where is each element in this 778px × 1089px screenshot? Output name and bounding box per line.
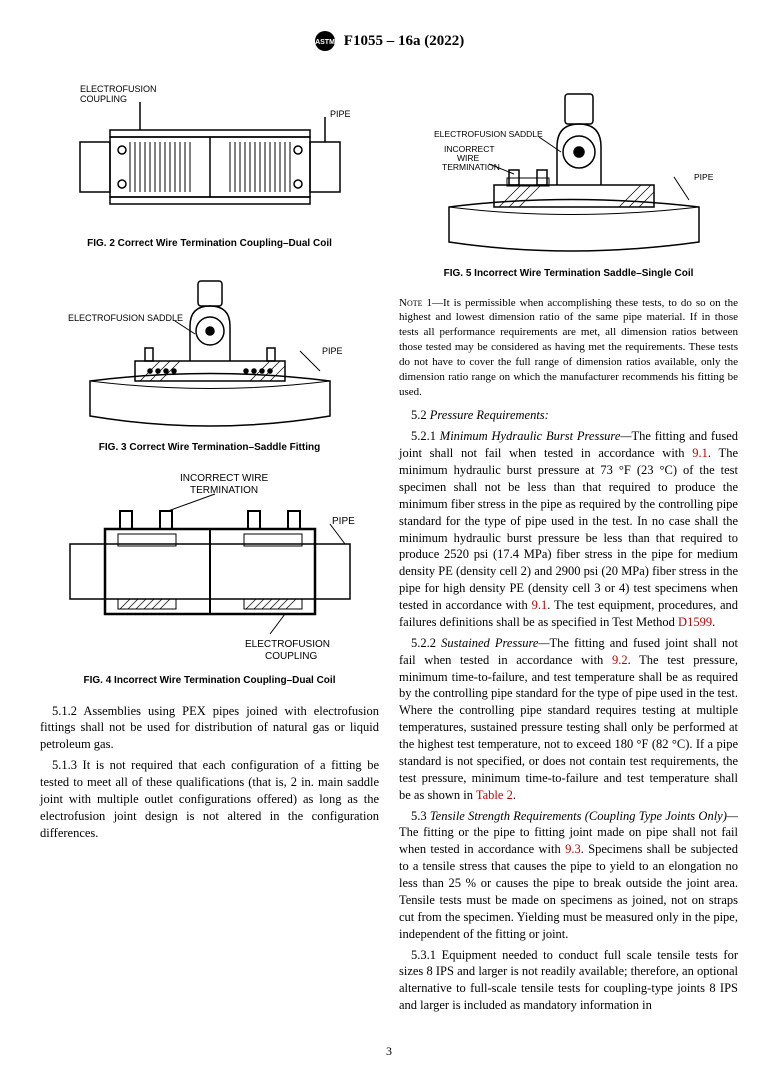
ref-link-9-2[interactable]: 9.2 xyxy=(612,653,628,667)
figure-4-caption: FIG. 4 Incorrect Wire Termination Coupli… xyxy=(40,674,379,688)
astm-logo: ASTM xyxy=(314,30,336,52)
para-5-2-2-c: . xyxy=(513,788,516,802)
svg-text:ELECTROFUSION SADDLE: ELECTROFUSION SADDLE xyxy=(434,129,543,139)
para-5-2-2: 5.2.2 Sustained Pressure—The fitting and… xyxy=(399,635,738,804)
para-5-2: 5.2 Pressure Requirements: xyxy=(399,407,738,424)
note-1-label: Note 1— xyxy=(399,297,443,309)
figure-3: ELECTROFUSION SADDLE PIPE FIG. 3 Correct… xyxy=(40,266,379,455)
figure-4: INCORRECT WIRE TERMINATION PIPE ELECTROF… xyxy=(40,469,379,688)
svg-text:ASTM: ASTM xyxy=(315,39,335,46)
figure-5: ELECTROFUSION SADDLE INCORRECT WIRE TERM… xyxy=(399,82,738,281)
svg-text:ELECTROFUSION: ELECTROFUSION xyxy=(245,639,330,650)
svg-text:COUPLING: COUPLING xyxy=(80,94,127,104)
para-5-2-1-num: 5.2.1 xyxy=(411,429,440,443)
svg-text:ELECTROFUSION SADDLE: ELECTROFUSION SADDLE xyxy=(68,313,183,323)
right-column: ELECTROFUSION SADDLE INCORRECT WIRE TERM… xyxy=(399,72,738,1018)
svg-text:TERMINATION: TERMINATION xyxy=(190,485,258,496)
svg-text:PIPE: PIPE xyxy=(322,346,343,356)
figure-2: ELECTROFUSION COUPLING PIPE FIG. 2 Corre… xyxy=(40,82,379,251)
para-5-3: 5.3 Tensile Strength Requirements (Coupl… xyxy=(399,808,738,943)
para-5-2-2-num: 5.2.2 xyxy=(411,636,441,650)
para-5-2-title: Pressure Requirements: xyxy=(430,408,549,422)
para-5-3-1: 5.3.1 Equipment needed to conduct full s… xyxy=(399,947,738,1015)
para-5-3-title: Tensile Strength Requirements (Coupling … xyxy=(430,809,738,823)
note-1-text: It is permissible when accomplishing the… xyxy=(399,297,738,398)
ref-link-d1599[interactable]: D1599 xyxy=(678,615,712,629)
para-5-2-1-title: Minimum Hydraulic Burst Pressure— xyxy=(440,429,632,443)
figure-2-caption: FIG. 2 Correct Wire Termination Coupling… xyxy=(40,237,379,251)
standard-designation: F1055 – 16a (2022) xyxy=(344,31,464,51)
para-5-1-2: 5.1.2 Assemblies using PEX pipes joined … xyxy=(40,703,379,754)
para-5-2-1: 5.2.1 Minimum Hydraulic Burst Pressure—T… xyxy=(399,428,738,631)
svg-text:PIPE: PIPE xyxy=(694,172,714,182)
svg-text:INCORRECT WIRE: INCORRECT WIRE xyxy=(180,473,268,484)
page-number: 3 xyxy=(40,1043,738,1059)
para-5-2-2-title: Sustained Pressure— xyxy=(441,636,549,650)
note-1: Note 1—It is permissible when accomplish… xyxy=(399,296,738,400)
figure-5-caption: FIG. 5 Incorrect Wire Termination Saddle… xyxy=(399,267,738,281)
figure-3-caption: FIG. 3 Correct Wire Termination–Saddle F… xyxy=(40,441,379,455)
svg-text:TERMINATION: TERMINATION xyxy=(442,162,500,172)
svg-text:PIPE: PIPE xyxy=(330,109,351,119)
para-5-2-1-b: . The minimum hydraulic burst pressure a… xyxy=(399,446,738,612)
para-5-2-1-d: . xyxy=(712,615,715,629)
svg-text:ELECTROFUSION: ELECTROFUSION xyxy=(80,84,157,94)
left-column: ELECTROFUSION COUPLING PIPE FIG. 2 Corre… xyxy=(40,72,379,1018)
svg-text:PIPE: PIPE xyxy=(332,516,355,527)
ref-link-9-1-b[interactable]: 9.1 xyxy=(532,598,548,612)
svg-text:COUPLING: COUPLING xyxy=(265,651,317,662)
para-5-3-b: . Specimens shall be subjected to a tens… xyxy=(399,842,738,940)
para-5-2-2-b: . The test pressure, minimum time-to-fai… xyxy=(399,653,738,802)
para-5-1-3: 5.1.3 It is not required that each confi… xyxy=(40,757,379,841)
ref-link-9-1-a[interactable]: 9.1 xyxy=(692,446,708,460)
para-5-2-num: 5.2 xyxy=(411,408,430,422)
ref-link-9-3[interactable]: 9.3 xyxy=(565,842,581,856)
document-header: ASTM F1055 – 16a (2022) xyxy=(40,30,738,52)
para-5-3-num: 5.3 xyxy=(411,809,430,823)
ref-link-table-2[interactable]: Table 2 xyxy=(476,788,513,802)
